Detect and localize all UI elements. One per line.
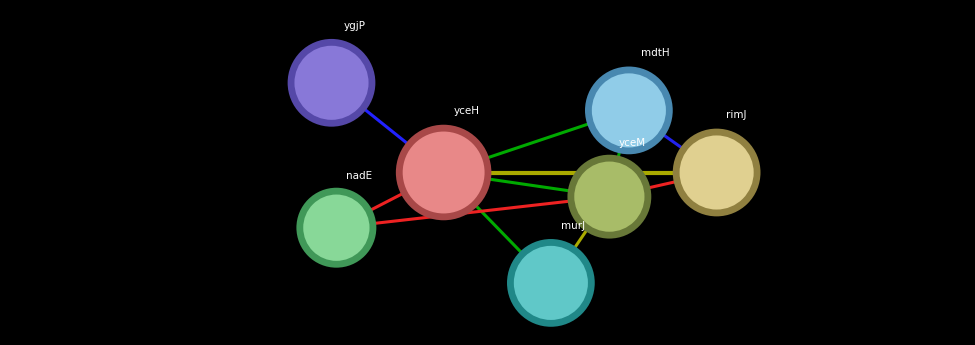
Ellipse shape — [396, 125, 491, 220]
Ellipse shape — [288, 39, 375, 127]
Ellipse shape — [296, 188, 376, 268]
Ellipse shape — [507, 239, 595, 327]
Ellipse shape — [592, 73, 666, 147]
Text: yceH: yceH — [453, 106, 480, 116]
Text: murJ: murJ — [561, 221, 585, 231]
Ellipse shape — [294, 46, 369, 120]
Ellipse shape — [514, 246, 588, 320]
Text: rimJ: rimJ — [726, 110, 747, 120]
Ellipse shape — [673, 129, 761, 216]
Ellipse shape — [403, 131, 485, 214]
Ellipse shape — [567, 155, 651, 239]
Text: mdtH: mdtH — [641, 48, 669, 58]
Ellipse shape — [303, 195, 370, 261]
Text: yceM: yceM — [619, 138, 646, 148]
Ellipse shape — [680, 136, 754, 209]
Text: ygjP: ygjP — [343, 21, 366, 31]
Text: nadE: nadE — [346, 171, 372, 181]
Ellipse shape — [585, 67, 673, 154]
Ellipse shape — [574, 161, 644, 232]
